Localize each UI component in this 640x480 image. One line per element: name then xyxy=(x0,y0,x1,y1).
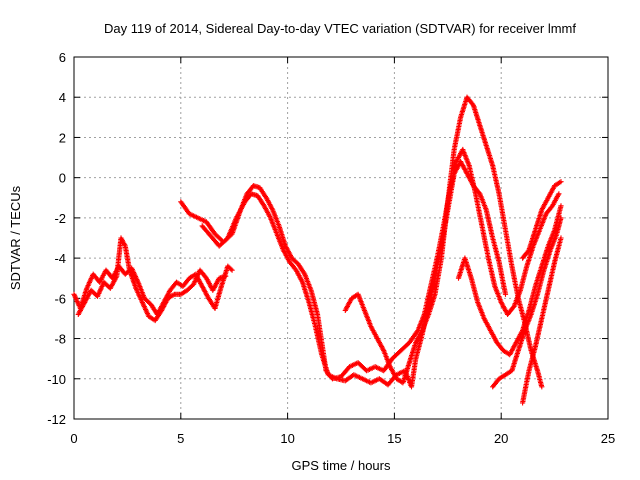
data-point xyxy=(223,273,229,279)
data-points xyxy=(71,94,564,406)
y-tick-label: 0 xyxy=(59,171,66,186)
y-tick-label: -4 xyxy=(54,251,66,266)
series-track-h xyxy=(520,235,564,406)
x-tick-label: 0 xyxy=(70,431,77,446)
y-tick-label: 2 xyxy=(59,130,66,145)
y-tick-label: -12 xyxy=(47,412,66,427)
plot-frame xyxy=(73,56,609,420)
data-point xyxy=(556,191,562,197)
y-tick-label: -10 xyxy=(47,372,66,387)
series-track-c xyxy=(178,146,562,382)
x-tick-label: 20 xyxy=(494,431,508,446)
data-point xyxy=(502,291,509,297)
x-tick-label: 15 xyxy=(387,431,401,446)
x-tick-label: 25 xyxy=(601,431,615,446)
y-axis-label: SDTVAR / TECUs xyxy=(8,185,23,290)
chart-title: Day 119 of 2014, Sidereal Day-to-day VTE… xyxy=(104,21,576,36)
data-point xyxy=(558,235,564,241)
y-tick-label: -8 xyxy=(54,332,66,347)
series-track-g xyxy=(490,215,564,390)
x-axis-label: GPS time / hours xyxy=(292,458,391,473)
series-track-i xyxy=(520,179,564,261)
data-point xyxy=(558,179,564,185)
x-axis-ticks: 0 5 10 15 20 25 xyxy=(70,57,615,446)
grid-lines xyxy=(74,57,608,419)
y-tick-label: -6 xyxy=(54,291,66,306)
x-tick-label: 10 xyxy=(280,431,294,446)
series-track-f xyxy=(455,203,564,358)
y-tick-label: 6 xyxy=(59,50,66,65)
data-point xyxy=(229,267,235,273)
x-tick-label: 5 xyxy=(177,431,184,446)
data-point xyxy=(558,203,564,209)
y-tick-label: -2 xyxy=(54,211,66,226)
series-track-b xyxy=(75,235,229,324)
data-point xyxy=(228,266,234,272)
series-track-e xyxy=(342,94,545,390)
data-point xyxy=(539,384,545,390)
y-tick-label: 4 xyxy=(59,90,66,105)
data-point xyxy=(558,215,564,221)
